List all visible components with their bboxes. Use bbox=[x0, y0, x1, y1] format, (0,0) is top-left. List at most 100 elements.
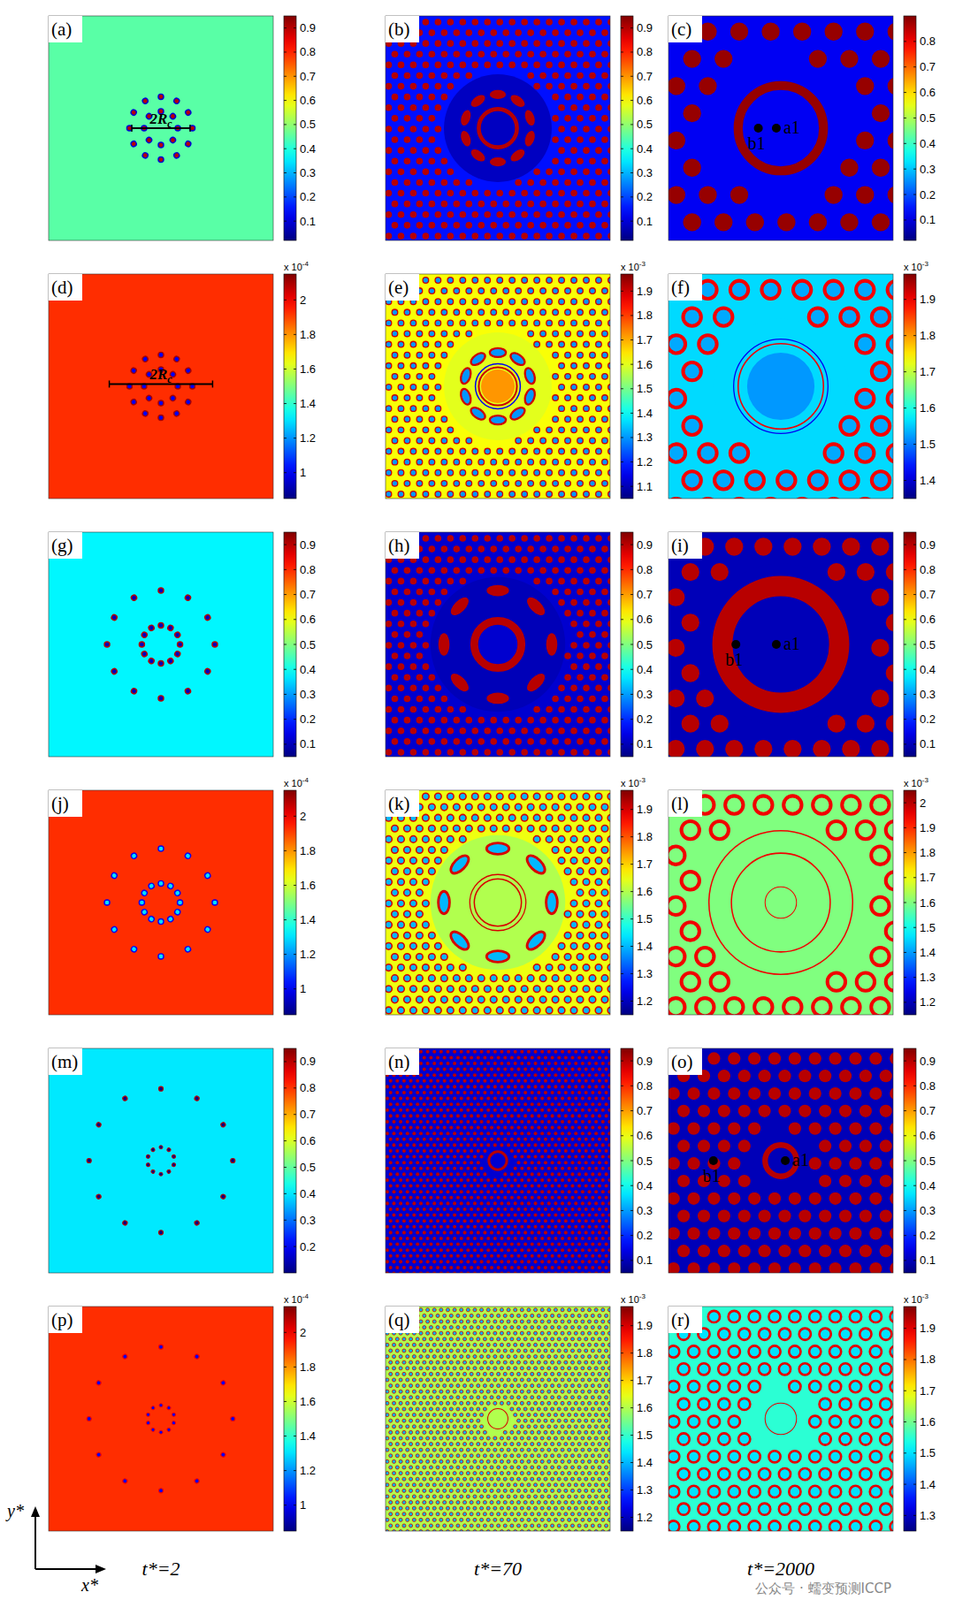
colorbar-tick-label: 0.7 bbox=[919, 60, 936, 74]
precipitate bbox=[422, 362, 429, 369]
precipitate bbox=[416, 566, 424, 574]
precipitate bbox=[471, 985, 479, 994]
colorbar-tick bbox=[913, 877, 917, 879]
precipitate bbox=[595, 985, 603, 994]
precipitate bbox=[428, 157, 436, 165]
precipitate bbox=[571, 341, 578, 348]
precipitate bbox=[503, 481, 510, 488]
precipitate bbox=[397, 857, 405, 865]
colorbar-tick bbox=[903, 480, 907, 482]
colorbar-tick-label: 1.6 bbox=[299, 878, 316, 893]
precipitate bbox=[809, 471, 827, 489]
ring-precipitate bbox=[158, 1086, 163, 1092]
precipitate bbox=[496, 190, 504, 198]
precipitate bbox=[391, 157, 399, 165]
precipitate bbox=[416, 330, 423, 337]
ring-precipitate bbox=[183, 852, 191, 860]
colorbar-tick bbox=[620, 694, 624, 696]
precipitate bbox=[570, 578, 578, 586]
colorbar-tick-label: 1 bbox=[299, 466, 306, 480]
precipitate bbox=[683, 49, 702, 68]
precipitate bbox=[441, 803, 449, 811]
precipitate bbox=[546, 469, 553, 476]
colorbar bbox=[903, 15, 917, 241]
precipitate bbox=[545, 190, 553, 198]
colorbar-tick bbox=[913, 168, 917, 170]
precipitate bbox=[453, 179, 461, 187]
colorbar-tick bbox=[293, 472, 297, 474]
precipitate bbox=[422, 18, 430, 26]
letter-notch bbox=[385, 790, 420, 818]
background bbox=[668, 532, 894, 757]
ring-precipitate bbox=[158, 1230, 163, 1236]
precipitate bbox=[490, 481, 497, 488]
colorbar-tick-label: 1.4 bbox=[636, 939, 653, 954]
precipitate bbox=[564, 179, 572, 187]
precipitate bbox=[595, 534, 603, 543]
colorbar-tick bbox=[903, 219, 907, 221]
precipitate bbox=[533, 61, 541, 69]
ring-precipitate bbox=[141, 97, 149, 105]
colorbar-tick-label: 0.2 bbox=[299, 712, 316, 726]
precipitate bbox=[397, 61, 405, 69]
precipitate bbox=[422, 727, 430, 735]
precipitate bbox=[397, 427, 405, 434]
precipitate bbox=[385, 232, 392, 240]
precipitate bbox=[447, 578, 455, 586]
precipitate bbox=[385, 900, 392, 908]
panel-letter: (i) bbox=[671, 534, 689, 557]
panel-letter: (l) bbox=[671, 793, 689, 815]
precipitate bbox=[595, 599, 603, 607]
precipitate bbox=[428, 136, 436, 144]
precipitate bbox=[447, 814, 455, 822]
precipitate bbox=[710, 973, 729, 992]
precipitate bbox=[489, 545, 497, 553]
colorbar-tick bbox=[283, 885, 287, 887]
precipitate bbox=[515, 437, 522, 444]
precipitate bbox=[459, 793, 467, 801]
ring-precipitate bbox=[174, 631, 182, 639]
precipitate bbox=[570, 1055, 574, 1060]
precipitate bbox=[385, 405, 392, 413]
ring bbox=[478, 366, 517, 405]
precipitate bbox=[410, 964, 418, 972]
colorbar-tick-label: 0.7 bbox=[919, 588, 936, 602]
panel-letter: (f) bbox=[671, 276, 690, 298]
precipitate bbox=[428, 481, 436, 488]
precipitate bbox=[595, 685, 603, 693]
colorbar-tick-label: 0.9 bbox=[636, 21, 653, 35]
precipitate bbox=[856, 821, 875, 840]
precipitate bbox=[447, 985, 455, 994]
precipitate bbox=[397, 1007, 405, 1015]
precipitate bbox=[601, 136, 609, 144]
ring bbox=[709, 831, 854, 976]
precipitate bbox=[465, 975, 473, 983]
precipitate bbox=[432, 1050, 436, 1055]
ring-precipitate bbox=[141, 410, 149, 418]
precipitate bbox=[441, 458, 448, 466]
precipitate bbox=[856, 973, 875, 992]
precipitate bbox=[397, 706, 405, 714]
precipitate bbox=[428, 932, 436, 940]
precipitate bbox=[520, 232, 528, 240]
ring-precipitate bbox=[158, 157, 164, 163]
precipitate bbox=[608, 320, 611, 327]
ring-precipitate bbox=[204, 871, 212, 879]
precipitate bbox=[871, 213, 890, 231]
colorbar-tick bbox=[913, 219, 917, 221]
precipitate bbox=[435, 1007, 443, 1015]
colorbar-tick bbox=[620, 1000, 624, 1002]
precipitate bbox=[564, 673, 572, 681]
precipitate bbox=[404, 458, 411, 466]
colorbar-tick bbox=[293, 51, 297, 53]
precipitate bbox=[391, 50, 399, 58]
colorbar-tick bbox=[630, 973, 634, 975]
precipitate bbox=[453, 975, 461, 983]
colorbar-tick bbox=[293, 669, 297, 671]
precipitate bbox=[445, 1050, 450, 1055]
ring-precipitate bbox=[159, 1146, 163, 1150]
precipitate bbox=[422, 104, 430, 112]
precipitate bbox=[870, 947, 889, 966]
precipitate bbox=[582, 18, 590, 26]
precipitate bbox=[668, 443, 686, 462]
